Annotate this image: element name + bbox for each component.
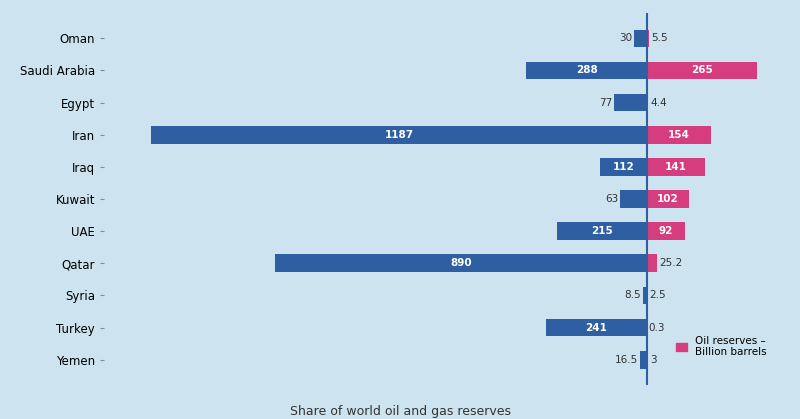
Text: 8.5: 8.5 (624, 290, 641, 300)
Bar (546, 319, 646, 336)
Text: 890: 890 (450, 258, 472, 268)
Text: 102: 102 (657, 194, 678, 204)
Text: Share of world oil and gas reserves: Share of world oil and gas reserves (290, 405, 510, 418)
Bar (151, 126, 646, 144)
Text: 0.3: 0.3 (649, 323, 666, 333)
Bar (646, 29, 649, 47)
Text: 25.2: 25.2 (659, 258, 682, 268)
Text: 288: 288 (576, 65, 598, 75)
Text: 141: 141 (665, 162, 687, 172)
Bar (646, 287, 648, 304)
Bar (526, 62, 646, 79)
Text: 77: 77 (599, 98, 612, 108)
Text: 215: 215 (591, 226, 613, 236)
Bar (646, 158, 706, 176)
Bar (646, 222, 685, 240)
Bar (646, 126, 711, 144)
Bar (634, 29, 646, 47)
Bar (643, 287, 646, 304)
Bar (614, 94, 646, 111)
Bar (600, 158, 646, 176)
Text: 3: 3 (650, 355, 657, 365)
Bar (646, 62, 758, 79)
Bar (646, 190, 689, 208)
Text: 5.5: 5.5 (651, 34, 668, 43)
Text: 30: 30 (619, 34, 632, 43)
Text: 2.5: 2.5 (650, 290, 666, 300)
Bar (640, 351, 646, 369)
Text: 265: 265 (691, 65, 713, 75)
Bar (620, 190, 646, 208)
Text: 4.4: 4.4 (650, 98, 667, 108)
Bar (646, 351, 648, 369)
Text: 112: 112 (612, 162, 634, 172)
Legend: Oil reserves –
Billion barrels: Oil reserves – Billion barrels (672, 332, 770, 362)
Text: 1187: 1187 (384, 130, 414, 140)
Bar (275, 254, 646, 272)
Bar (646, 94, 649, 111)
Bar (557, 222, 646, 240)
Bar (646, 254, 657, 272)
Text: 92: 92 (658, 226, 673, 236)
Text: 241: 241 (586, 323, 607, 333)
Text: 154: 154 (668, 130, 690, 140)
Text: 16.5: 16.5 (614, 355, 638, 365)
Text: 63: 63 (605, 194, 618, 204)
